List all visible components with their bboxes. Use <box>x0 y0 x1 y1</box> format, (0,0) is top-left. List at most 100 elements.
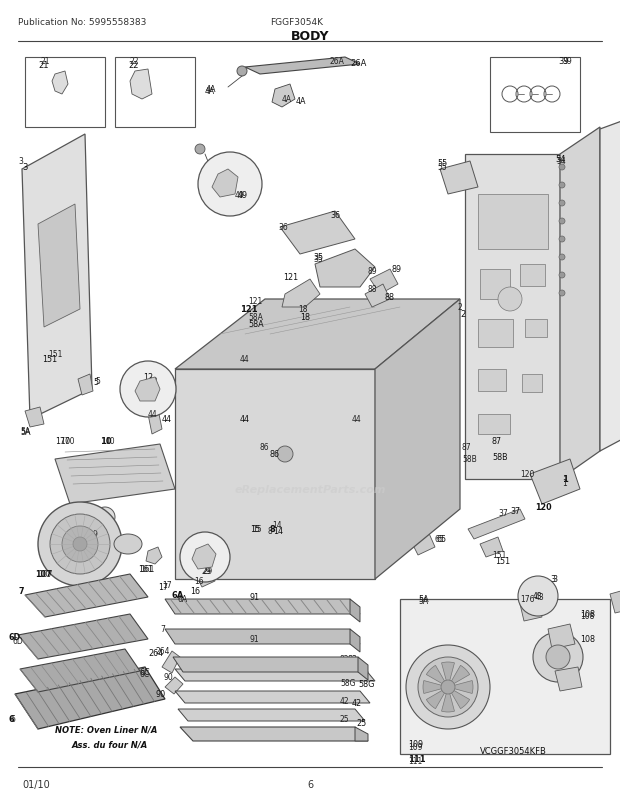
Wedge shape <box>448 666 470 687</box>
Text: 111: 111 <box>408 755 425 764</box>
Text: 4A: 4A <box>206 85 216 95</box>
Text: 6D: 6D <box>8 633 20 642</box>
Bar <box>478 415 510 435</box>
Text: 44: 44 <box>240 415 250 424</box>
Text: 4A: 4A <box>282 95 292 104</box>
Circle shape <box>498 288 522 312</box>
Polygon shape <box>560 128 600 480</box>
Text: 3: 3 <box>18 157 23 166</box>
Text: 44: 44 <box>162 415 172 424</box>
Text: 87: 87 <box>462 443 472 452</box>
Text: 29: 29 <box>202 567 211 576</box>
Circle shape <box>559 200 565 207</box>
Bar <box>490 58 580 133</box>
Text: 109: 109 <box>408 739 423 748</box>
Polygon shape <box>25 574 148 618</box>
Text: 5: 5 <box>93 378 98 387</box>
Text: 1: 1 <box>562 479 567 488</box>
Text: 108: 108 <box>580 610 595 618</box>
Wedge shape <box>448 681 473 694</box>
Circle shape <box>559 183 565 188</box>
Text: 87: 87 <box>492 437 502 446</box>
Text: 107: 107 <box>35 569 51 579</box>
Text: 26A: 26A <box>330 58 345 67</box>
Text: 17: 17 <box>162 581 172 589</box>
Text: 36: 36 <box>330 210 340 219</box>
Text: 90: 90 <box>163 673 173 682</box>
Polygon shape <box>15 667 165 729</box>
Circle shape <box>559 290 565 297</box>
Bar <box>205 390 345 554</box>
Text: 49: 49 <box>235 190 245 199</box>
Text: 8: 8 <box>268 527 273 536</box>
Text: 18: 18 <box>300 313 310 322</box>
Polygon shape <box>135 378 160 402</box>
Polygon shape <box>146 547 162 565</box>
Text: 107: 107 <box>38 569 53 579</box>
Text: 12: 12 <box>143 373 153 382</box>
Polygon shape <box>162 651 180 673</box>
Text: 58A: 58A <box>248 320 264 329</box>
Text: BODY: BODY <box>291 30 329 43</box>
Polygon shape <box>248 533 275 557</box>
Polygon shape <box>530 460 580 504</box>
Circle shape <box>559 255 565 261</box>
Circle shape <box>559 237 565 243</box>
Circle shape <box>418 657 478 717</box>
Text: 151: 151 <box>48 350 63 359</box>
Text: 3: 3 <box>552 575 557 584</box>
Text: 6D: 6D <box>12 637 23 646</box>
Text: 176: 176 <box>520 595 534 604</box>
Text: 5: 5 <box>95 377 100 386</box>
Text: 18: 18 <box>298 305 308 314</box>
Text: 43: 43 <box>533 592 543 601</box>
Polygon shape <box>178 709 365 721</box>
Text: 49: 49 <box>238 191 248 200</box>
Text: 22: 22 <box>128 60 138 70</box>
Polygon shape <box>212 170 238 198</box>
Text: 14: 14 <box>272 520 281 530</box>
Polygon shape <box>410 532 435 555</box>
Bar <box>115 58 195 128</box>
Text: 35: 35 <box>313 255 323 264</box>
Text: 121: 121 <box>248 297 262 306</box>
Text: 14: 14 <box>273 527 283 536</box>
Text: 44: 44 <box>352 415 361 424</box>
Text: 21: 21 <box>40 58 50 67</box>
Text: 39: 39 <box>558 58 569 67</box>
Text: 16: 16 <box>194 577 203 585</box>
Text: eReplacementParts.com: eReplacementParts.com <box>234 484 386 494</box>
Text: 21: 21 <box>38 60 48 70</box>
Polygon shape <box>192 545 216 569</box>
Text: 7: 7 <box>18 587 24 596</box>
Text: 111: 111 <box>408 756 422 766</box>
Polygon shape <box>175 370 375 579</box>
Text: 43: 43 <box>535 593 545 602</box>
Text: 5A: 5A <box>418 595 428 604</box>
Circle shape <box>518 577 558 616</box>
Text: 108: 108 <box>580 634 595 644</box>
Circle shape <box>50 514 110 574</box>
Text: 151: 151 <box>492 551 507 560</box>
Text: 1: 1 <box>562 475 568 484</box>
Circle shape <box>546 645 570 669</box>
Polygon shape <box>468 509 525 539</box>
Wedge shape <box>441 662 454 687</box>
Text: 82: 82 <box>348 654 358 664</box>
Text: 121: 121 <box>283 273 298 282</box>
Polygon shape <box>180 727 368 741</box>
Polygon shape <box>25 407 44 427</box>
Circle shape <box>559 164 565 171</box>
Circle shape <box>237 67 247 77</box>
Text: 39: 39 <box>562 58 572 67</box>
Circle shape <box>62 526 98 562</box>
Text: 2: 2 <box>458 303 463 312</box>
Text: 9: 9 <box>93 530 98 539</box>
Text: 108: 108 <box>580 612 595 621</box>
Polygon shape <box>55 444 175 504</box>
Text: 29: 29 <box>202 567 212 576</box>
Text: 264: 264 <box>155 646 169 656</box>
Text: 121: 121 <box>240 305 258 314</box>
Polygon shape <box>555 667 582 691</box>
Text: 82: 82 <box>340 654 350 664</box>
